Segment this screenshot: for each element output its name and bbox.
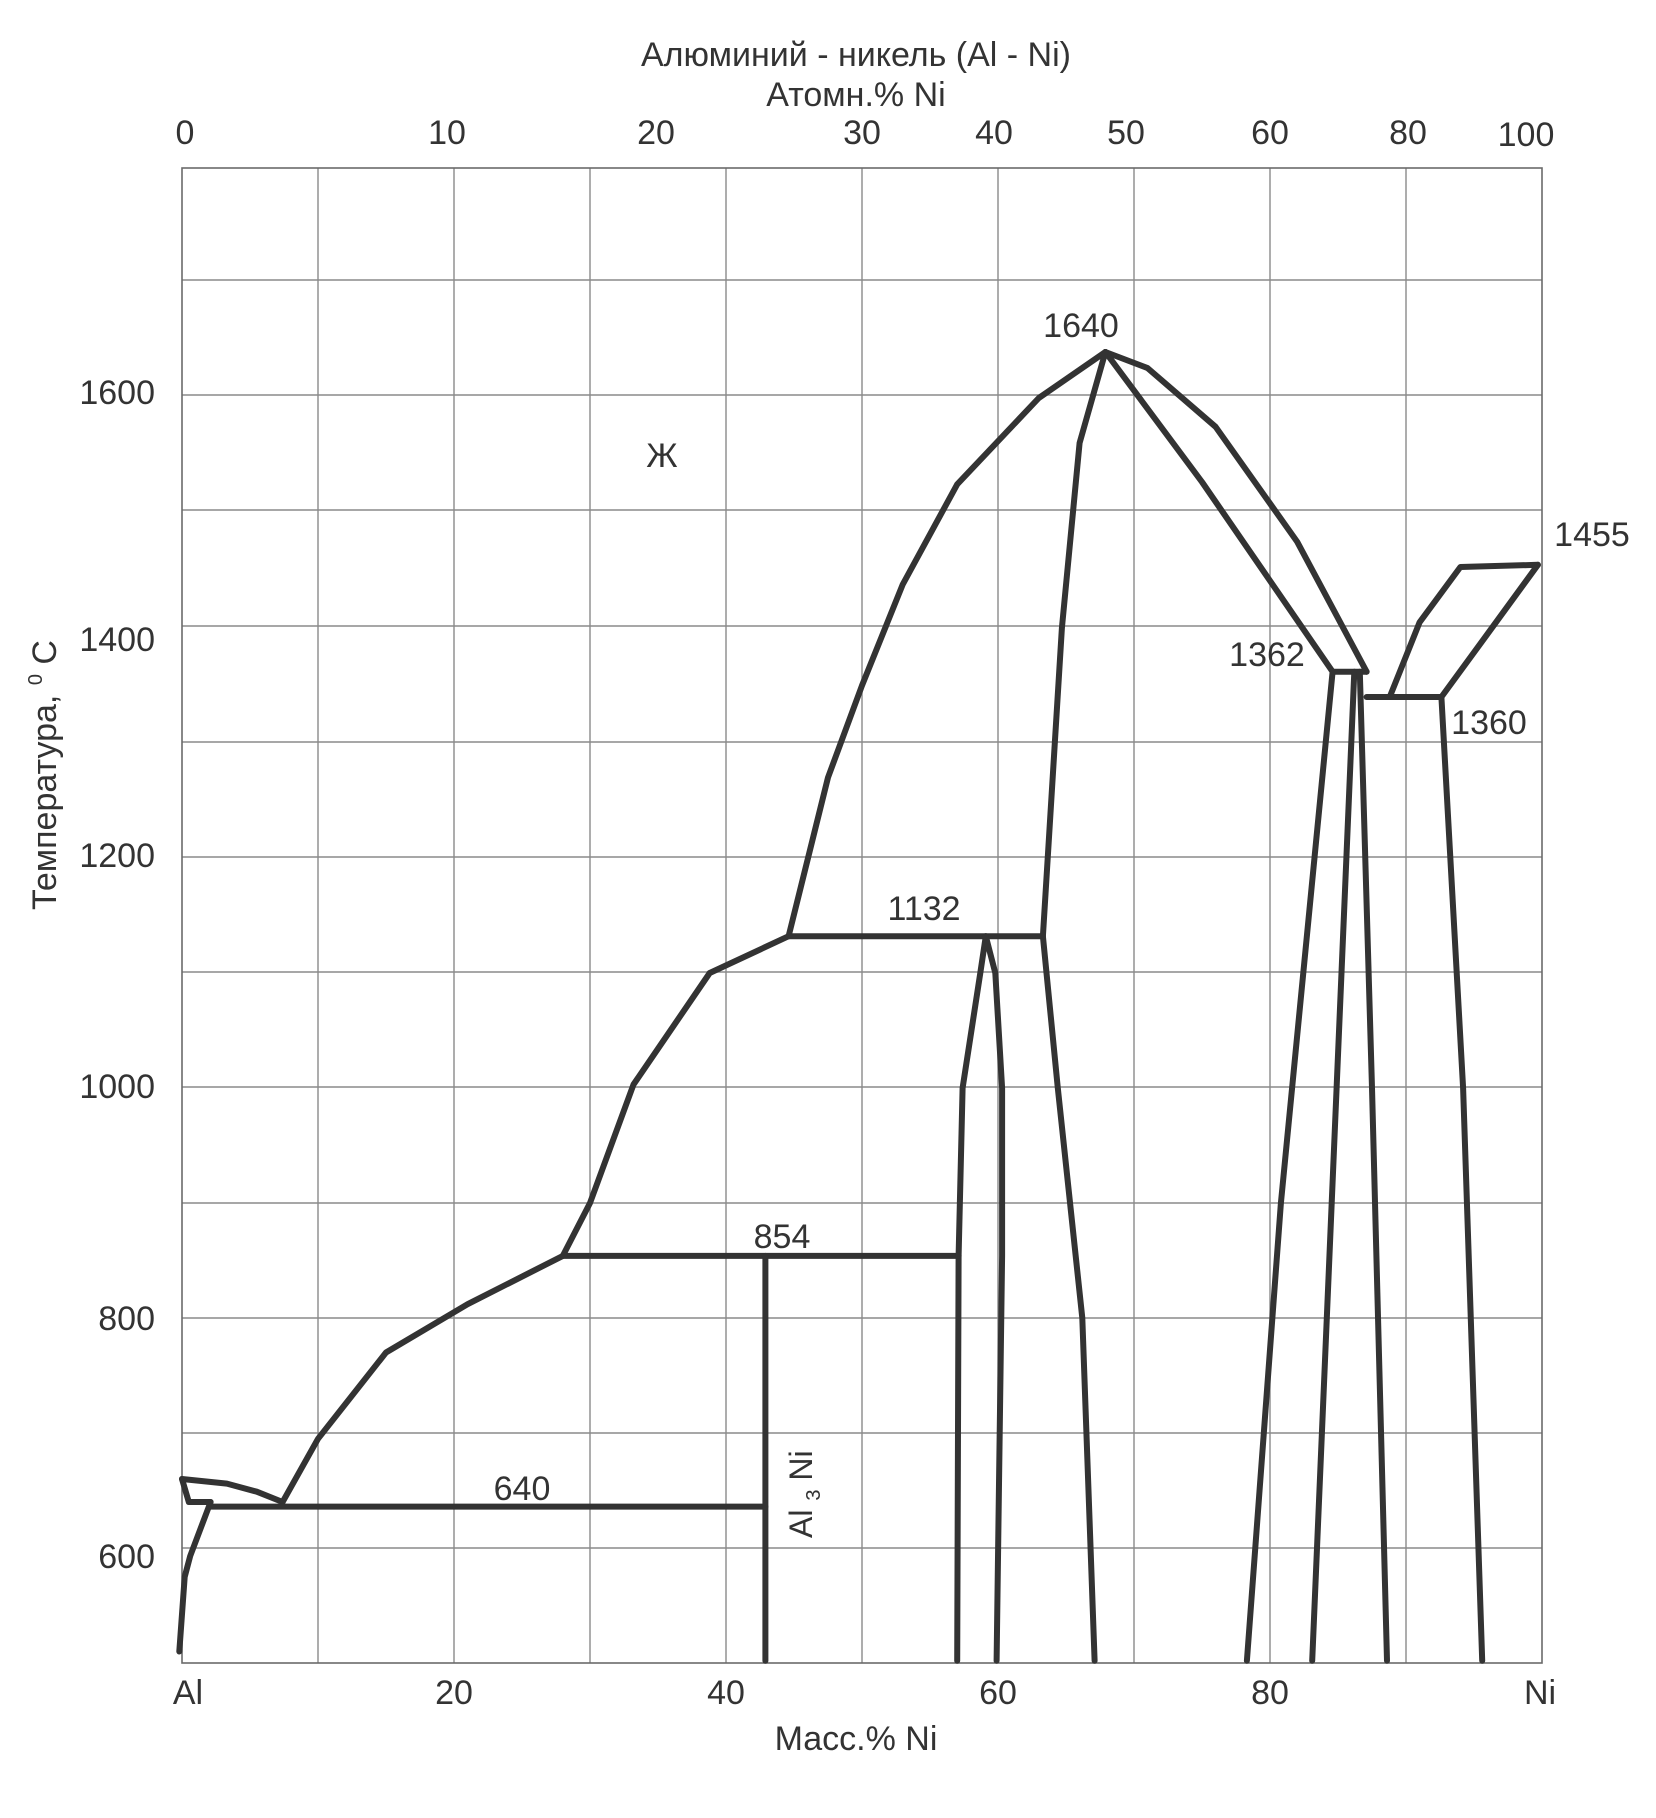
phase-boundary-line — [279, 1252, 566, 1505]
svg-text:Температура, 0 C: Температура, 0 C — [12, 640, 64, 910]
phase-boundary-line — [785, 349, 1109, 940]
phase-boundary-line — [954, 1252, 962, 1664]
y-axis-unit-sup: 0 — [25, 674, 47, 685]
phase-boundary-line — [559, 933, 792, 1259]
bottom-tick-label: 20 — [435, 1674, 473, 1712]
compound-subscript: 3 — [803, 1490, 825, 1501]
temp-label-1360: 1360 — [1451, 704, 1527, 742]
y-tick-label: 1200 — [79, 837, 155, 875]
temp-label-854: 854 — [754, 1218, 811, 1256]
top-tick-label: 60 — [1251, 114, 1289, 152]
phase-boundary-line — [1039, 349, 1109, 940]
compound-label: Al 3 Ni — [783, 1450, 827, 1538]
bottom-tick-label: 40 — [707, 1674, 745, 1712]
phase-boundary-line — [1039, 933, 1098, 1664]
temp-label-640: 640 — [494, 1470, 551, 1508]
phase-boundary-line — [1356, 668, 1390, 1664]
liquid-region-label: Ж — [646, 437, 677, 475]
temp-label-1362: 1362 — [1229, 636, 1305, 674]
bottom-axis-label: Масс.% Ni — [775, 1720, 938, 1758]
phase-boundary-line — [982, 933, 1006, 1664]
phase-boundary-line — [1102, 349, 1336, 675]
phase-boundary-line — [179, 1476, 286, 1505]
phase-boundary-line — [1386, 561, 1541, 700]
y-tick-label: 800 — [98, 1300, 155, 1338]
y-tick-label: 1400 — [79, 621, 155, 659]
temp-label-1132: 1132 — [887, 890, 960, 928]
bottom-tick-label: 60 — [979, 1674, 1017, 1712]
y-tick-label: 1600 — [79, 374, 155, 412]
top-axis-label: Атомн.% Ni — [766, 76, 945, 114]
compound-base: Al — [783, 1510, 819, 1538]
phase-boundary-line — [179, 1476, 214, 1505]
top-tick-label: 50 — [1107, 114, 1145, 152]
phase-boundary-line — [1438, 694, 1486, 1664]
diagram-title: Алюминий - никель (Al - Ni) — [641, 36, 1071, 74]
y-axis-label: Температура, 0 C — [12, 640, 64, 910]
phase-boundaries — [176, 349, 1541, 1664]
grid — [182, 168, 1542, 1663]
phase-boundary-line — [955, 933, 989, 1259]
bottom-tick-label: Al — [173, 1674, 203, 1712]
phase-boundary-line — [1438, 561, 1541, 700]
top-tick-label: 100 — [1498, 116, 1555, 154]
svg-text:Al 3 Ni: Al 3 Ni — [783, 1450, 827, 1538]
phase-boundary-line — [1102, 349, 1370, 675]
phase-boundary-line — [1243, 668, 1336, 1664]
top-tick-label: 0 — [176, 114, 195, 152]
top-tick-label: 10 — [428, 114, 466, 152]
y-axis-label-text: Температура, — [26, 695, 64, 910]
y-tick-label: 1000 — [79, 1068, 155, 1106]
bottom-tick-label: 80 — [1251, 1674, 1289, 1712]
top-tick-label: 40 — [975, 114, 1013, 152]
y-axis-unit: C — [26, 640, 64, 665]
compound-tail: Ni — [783, 1450, 819, 1480]
top-tick-label: 20 — [637, 114, 675, 152]
phase-boundary-line — [176, 1499, 214, 1655]
top-tick-label: 30 — [843, 114, 881, 152]
bottom-tick-label: Ni — [1524, 1674, 1556, 1712]
temp-label-1455: 1455 — [1554, 516, 1630, 554]
y-tick-label: 600 — [98, 1538, 155, 1576]
temp-label-1640: 1640 — [1043, 307, 1119, 345]
top-tick-label: 80 — [1389, 114, 1427, 152]
plot-frame — [181, 167, 1543, 1664]
phase-boundary-line — [1309, 668, 1358, 1664]
